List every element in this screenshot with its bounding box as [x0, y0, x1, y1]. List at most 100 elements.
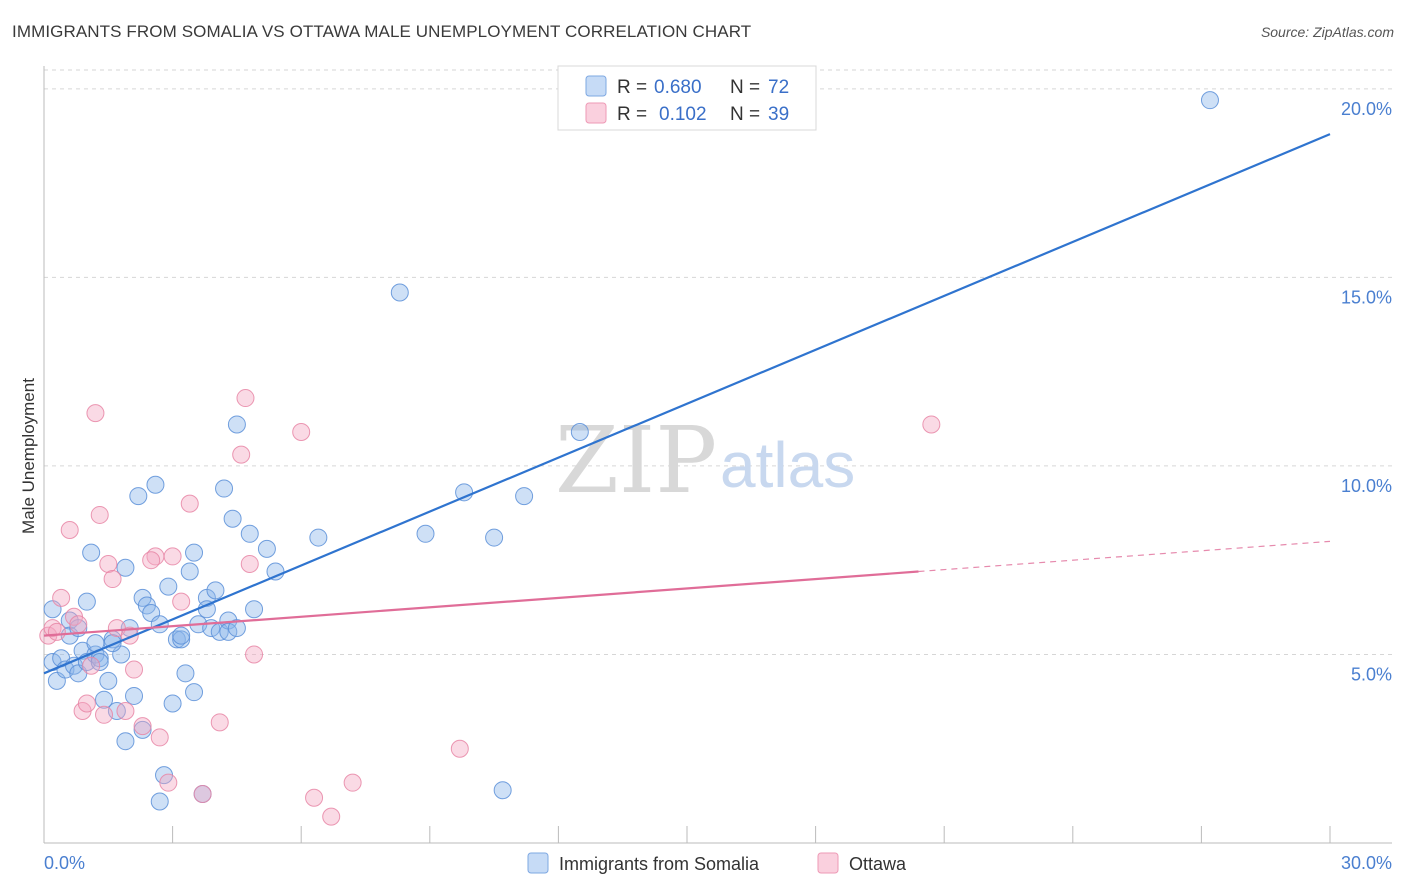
bottom-legend-swatch-somalia [527, 852, 549, 874]
axes [43, 66, 1392, 844]
point-ottawa-31 [245, 645, 264, 664]
legend-r-value-somalia: 0.680 [654, 77, 702, 98]
point-ottawa-36 [450, 739, 469, 758]
legend-n-label-ottawa: N = [730, 104, 760, 125]
point-somalia-61 [309, 528, 328, 547]
point-somalia-53 [219, 622, 238, 641]
point-somalia-36 [159, 577, 178, 596]
point-somalia-13 [82, 543, 101, 562]
point-ottawa-34 [322, 807, 341, 826]
point-somalia-26 [125, 686, 144, 705]
legend-swatch-ottawa [585, 102, 607, 124]
point-ottawa-28 [232, 445, 251, 464]
point-somalia-11 [77, 592, 96, 611]
point-ottawa-16 [116, 702, 135, 721]
point-somalia-49 [206, 581, 225, 600]
legend: R = 0.680 N = 72 R = 0.102 N = 39 [557, 65, 817, 131]
point-ottawa-38 [142, 551, 161, 570]
point-ottawa-10 [86, 404, 105, 423]
point-somalia-34 [150, 792, 169, 811]
point-somalia-63 [416, 524, 435, 543]
point-somalia-24 [116, 558, 135, 577]
point-ottawa-21 [150, 728, 169, 747]
point-somalia-54 [223, 509, 242, 528]
point-somalia-41 [180, 562, 199, 581]
point-somalia-56 [227, 619, 246, 638]
data-points [39, 91, 1219, 826]
x-tick-label-min: 0.0% [44, 853, 85, 873]
trend-line-ottawa-extension [918, 540, 1331, 573]
point-somalia-17 [90, 653, 109, 672]
point-somalia-28 [133, 720, 152, 739]
point-ottawa-19 [133, 717, 152, 736]
legend-r-label-somalia: R = [617, 77, 647, 98]
legend-n-label-somalia: N = [730, 77, 760, 98]
point-ottawa-33 [305, 788, 324, 807]
point-ottawa-18 [125, 660, 144, 679]
point-ottawa-26 [193, 784, 212, 803]
bottom-legend: Immigrants from Somalia Ottawa [527, 852, 907, 874]
bottom-legend-label-somalia: Immigrants from Somalia [559, 854, 760, 874]
y-tick-label-1: 10.0% [1341, 476, 1392, 496]
point-ottawa-4 [60, 521, 79, 540]
y-tick-label-3: 20.0% [1341, 99, 1392, 119]
y-tick-label-2: 15.0% [1341, 287, 1392, 307]
point-somalia-37 [163, 694, 182, 713]
point-somalia-51 [215, 479, 234, 498]
point-ottawa-32 [292, 422, 311, 441]
point-somalia-60 [266, 562, 285, 581]
point-ottawa-23 [163, 547, 182, 566]
watermark-atlas: atlas [720, 429, 855, 501]
point-somalia-62 [390, 283, 409, 302]
point-ottawa-3 [52, 588, 71, 607]
point-ottawa-6 [69, 615, 88, 634]
point-somalia-71 [172, 626, 191, 645]
point-ottawa-2 [47, 622, 66, 641]
point-somalia-19 [99, 671, 118, 690]
point-ottawa-35 [343, 773, 362, 792]
point-somalia-66 [493, 781, 512, 800]
point-somalia-55 [227, 415, 246, 434]
point-ottawa-29 [236, 389, 255, 408]
y-tick-labels: 5.0% 10.0% 15.0% 20.0% [1341, 99, 1392, 685]
trend-line-somalia [43, 133, 1331, 675]
point-ottawa-24 [172, 592, 191, 611]
trend-lines [43, 133, 1331, 675]
point-somalia-42 [185, 543, 204, 562]
bottom-legend-swatch-ottawa [817, 852, 839, 874]
x-tick-label-max: 30.0% [1341, 853, 1392, 873]
legend-r-value-ottawa: 0.102 [659, 104, 707, 125]
point-ottawa-9 [82, 656, 101, 675]
watermark: ZIP atlas [555, 407, 855, 514]
trend-line-ottawa [43, 570, 919, 637]
point-ottawa-8 [77, 694, 96, 713]
point-somalia-67 [515, 487, 534, 506]
point-ottawa-30 [240, 554, 259, 573]
point-somalia-40 [176, 664, 195, 683]
chart-title: IMMIGRANTS FROM SOMALIA VS OTTAWA MALE U… [12, 22, 752, 41]
legend-r-label-ottawa: R = [617, 104, 647, 125]
point-somalia-58 [245, 600, 264, 619]
point-somalia-65 [485, 528, 504, 547]
point-ottawa-25 [180, 494, 199, 513]
legend-n-value-somalia: 72 [768, 77, 789, 98]
point-ottawa-27 [210, 713, 229, 732]
point-ottawa-14 [103, 570, 122, 589]
point-ottawa-11 [90, 505, 109, 524]
point-somalia-18 [95, 690, 114, 709]
chart-source: Source: ZipAtlas.com [1260, 24, 1394, 40]
point-ottawa-22 [159, 773, 178, 792]
bottom-legend-label-ottawa: Ottawa [849, 854, 907, 874]
point-somalia-69 [1200, 91, 1219, 110]
y-axis-label: Male Unemployment [19, 378, 38, 534]
point-somalia-23 [116, 732, 135, 751]
legend-n-value-ottawa: 39 [768, 104, 789, 125]
point-somalia-32 [146, 475, 165, 494]
point-somalia-57 [240, 524, 259, 543]
point-somalia-43 [185, 683, 204, 702]
point-somalia-39 [172, 630, 191, 649]
point-somalia-68 [570, 422, 589, 441]
legend-swatch-somalia [585, 75, 607, 97]
y-tick-label-0: 5.0% [1351, 664, 1392, 684]
